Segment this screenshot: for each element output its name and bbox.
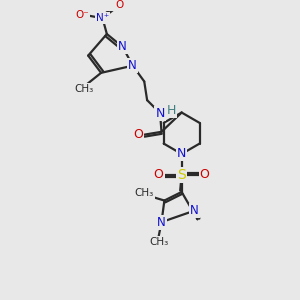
Text: O⁻: O⁻: [76, 10, 89, 20]
Text: S: S: [177, 168, 186, 182]
Text: N: N: [177, 147, 186, 161]
Text: CH₃: CH₃: [75, 84, 94, 94]
Text: O: O: [116, 0, 124, 10]
Text: N⁺: N⁺: [96, 13, 109, 23]
Text: N: N: [118, 40, 127, 53]
Text: N: N: [190, 204, 199, 217]
Text: N: N: [157, 216, 166, 229]
Text: O: O: [200, 168, 210, 181]
Text: CH₃: CH₃: [135, 188, 154, 198]
Text: H: H: [167, 104, 176, 117]
Text: N: N: [155, 106, 165, 120]
Text: N: N: [128, 59, 137, 72]
Text: O: O: [154, 168, 164, 181]
Text: O: O: [134, 128, 143, 141]
Text: CH₃: CH₃: [149, 237, 168, 247]
